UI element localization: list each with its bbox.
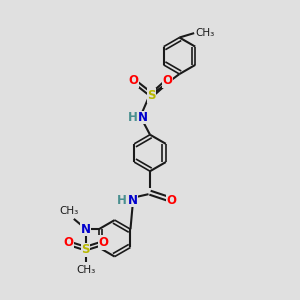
Text: O: O <box>163 74 173 87</box>
Text: O: O <box>63 236 73 249</box>
Text: CH₃: CH₃ <box>76 265 95 275</box>
Text: N: N <box>81 223 91 236</box>
Text: N: N <box>128 194 138 207</box>
Text: CH₃: CH₃ <box>196 28 215 38</box>
Text: O: O <box>128 74 138 87</box>
Text: O: O <box>98 236 108 249</box>
Text: H: H <box>128 111 137 124</box>
Text: O: O <box>166 194 176 207</box>
Text: S: S <box>147 89 156 102</box>
Text: H: H <box>117 194 127 207</box>
Text: CH₃: CH₃ <box>60 206 79 216</box>
Text: S: S <box>81 243 90 256</box>
Text: N: N <box>138 111 148 124</box>
